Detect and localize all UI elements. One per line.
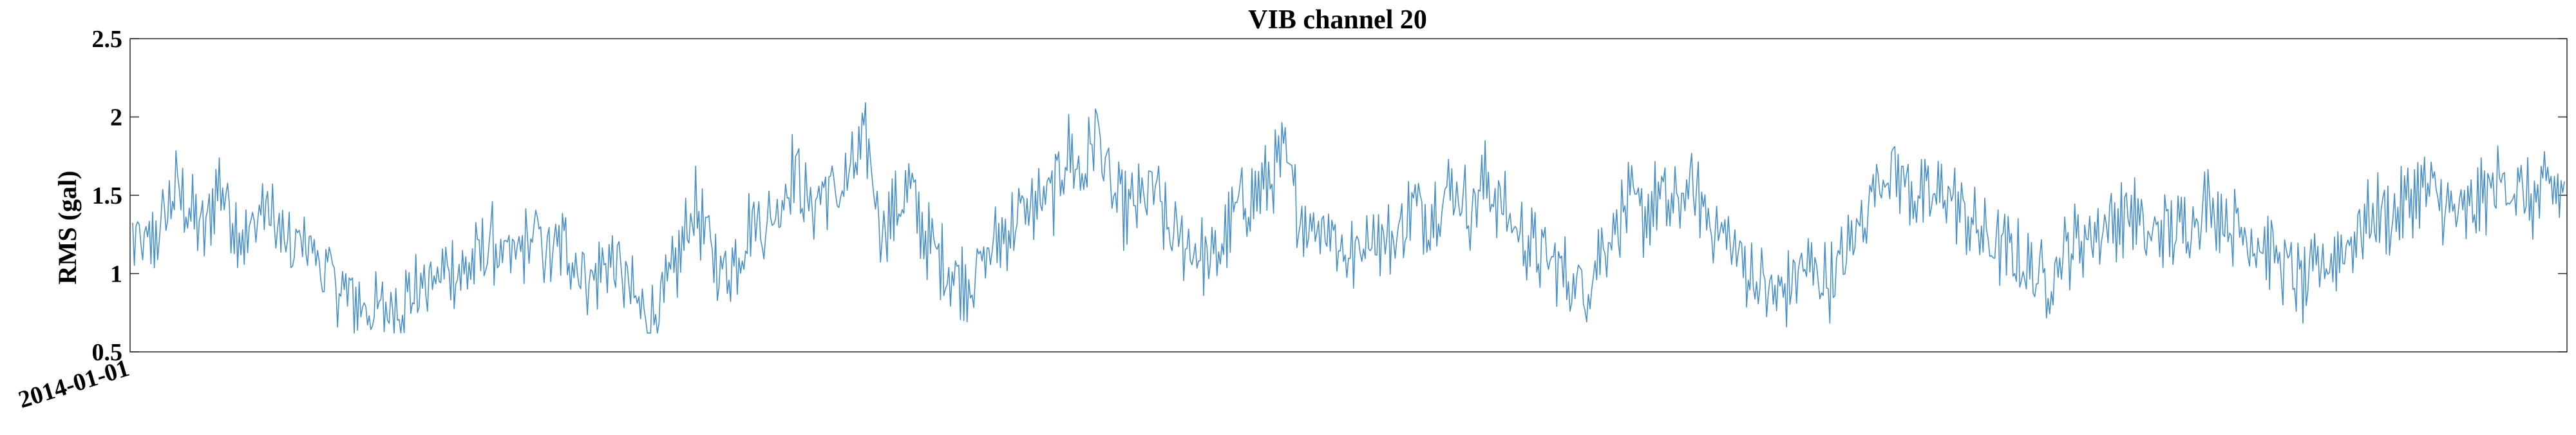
y-tick-label: 0.5 [92,339,123,366]
y-axis-label: RMS (gal) [53,171,82,285]
y-tick-label: 2.5 [92,26,123,53]
series-group [132,102,2565,334]
chart-title: VIB channel 20 [1248,5,1427,35]
y-axis-ticks: 0.5 1 1.5 2 2.5 [92,26,2567,366]
plot-frame [129,38,2568,353]
y-tick-label: 1.5 [92,182,123,209]
series-line [132,102,2565,334]
y-axis-label-group: RMS (gal) [53,171,82,285]
y-tick-label: 1 [110,261,122,288]
x-axis-ticks: 2014-01-01 [15,354,133,414]
x-tick-label: 2014-01-01 [15,354,133,414]
y-tick-label: 2 [110,104,122,131]
